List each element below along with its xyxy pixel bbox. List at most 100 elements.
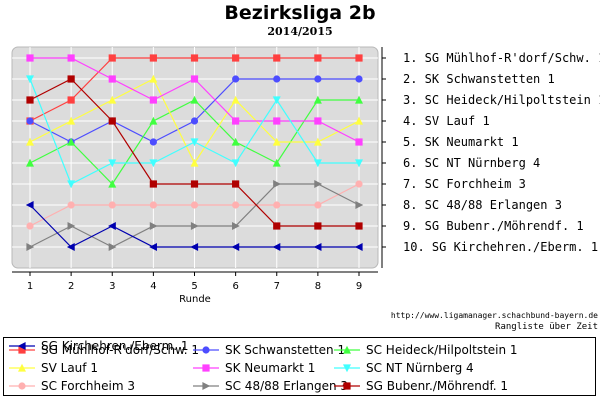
data-point [190,75,199,83]
x-tick-label: 1 [27,281,33,292]
data-point [149,159,158,168]
x-tick-label: 9 [356,281,362,292]
data-point [149,243,157,251]
legend-item: SK Schwanstetten 1 [191,342,345,358]
legend-item: SC Heideck/Hilpoltstein 1 [332,342,518,358]
legend: SG Mühlhof-R'dorf/Schw. 1 SK Schwanstette… [3,337,596,396]
data-point [67,96,75,104]
source-url[interactable]: http://www.ligamanager.schachbund-bayern… [390,311,598,320]
legend-swatch [334,382,360,390]
data-point [355,54,363,62]
data-point [190,180,199,188]
data-point [108,75,116,83]
x-tick-label: 3 [109,281,115,292]
data-point [273,180,281,188]
legend-swatch [334,364,360,373]
data-point [108,179,117,188]
rank-label: 10. SG Kirchehren./Eberm. 1 [403,240,598,254]
data-point [232,180,240,188]
data-point [202,364,210,372]
data-point [232,75,240,83]
data-point [354,243,363,251]
data-point [67,137,76,146]
data-point [108,117,116,125]
rank-label: 1. SG Mühlhof-R'dorf/Schw. 1 [403,51,600,65]
data-point [202,382,211,390]
data-point [355,95,363,104]
data-point [149,54,157,62]
data-point [314,222,322,230]
data-point [26,243,35,251]
data-point [18,346,26,354]
data-point [202,346,210,354]
data-point [67,75,75,83]
legend-label: SC NT Nürnberg 4 [366,361,474,375]
data-point [149,116,158,125]
data-point [26,75,34,84]
data-point [190,222,199,230]
data-point [108,201,116,209]
data-point [343,345,351,354]
data-point [149,138,157,146]
data-point [272,137,281,146]
data-point [149,180,157,188]
data-point [26,158,34,167]
data-point [190,243,199,251]
data-point [26,96,34,104]
rank-label: 8. SC 48/88 Erlangen 3 [403,198,562,212]
data-point [66,243,75,251]
data-point [17,342,26,350]
data-point [232,117,240,125]
x-tick-label: 7 [274,281,280,292]
data-point [355,116,363,125]
data-point [67,180,76,189]
legend-item: SV Lauf 1 [7,360,98,376]
data-point [149,201,157,209]
legend-swatch [193,346,219,354]
legend-label: SK Neumarkt 1 [225,361,316,375]
data-point [355,138,363,146]
legend-label: SG Kirchehren./Eberm. 1 [41,339,189,353]
data-point [314,75,322,83]
data-point [108,54,116,62]
rank-label: 7. SC Forchheim 3 [403,177,526,191]
data-point [313,159,322,168]
data-point [108,159,117,168]
data-point [231,95,240,104]
legend-label: SC 48/88 Erlangen 3 [225,379,349,393]
x-tick-label: 2 [68,281,74,292]
data-point [67,201,75,209]
data-point [149,74,158,83]
data-point [26,117,34,125]
x-tick-label: 6 [232,281,238,292]
legend-label: SK Schwanstetten 1 [225,343,346,357]
legend-label: SG Bubenr./Möhrendf. 1 [366,379,509,393]
data-point [314,180,323,188]
legend-swatch [334,345,360,354]
legend-label: SV Lauf 1 [41,361,98,375]
data-point [26,137,34,146]
data-point [190,138,199,147]
data-point [355,180,363,188]
data-point [343,382,351,390]
legend-swatch [193,382,219,390]
data-point [108,243,117,251]
data-point [355,201,364,209]
data-point [314,117,322,125]
legend-label: SC Forchheim 3 [41,379,135,393]
data-point [26,222,34,230]
legend-item: SC 48/88 Erlangen 3 [191,378,348,394]
data-point [190,95,199,104]
data-point [67,54,75,62]
data-point [231,243,240,251]
rank-label: 3. SC Heideck/Hilpoltstein 1 [403,93,600,107]
legend-swatch [9,342,35,350]
rank-label: 5. SK Neumarkt 1 [403,135,519,149]
legend-swatch [9,382,35,390]
data-point [190,117,199,125]
legend-item: SC NT Nürnberg 4 [332,360,474,376]
data-point [313,243,322,251]
data-point [18,382,26,390]
data-point [313,137,322,146]
